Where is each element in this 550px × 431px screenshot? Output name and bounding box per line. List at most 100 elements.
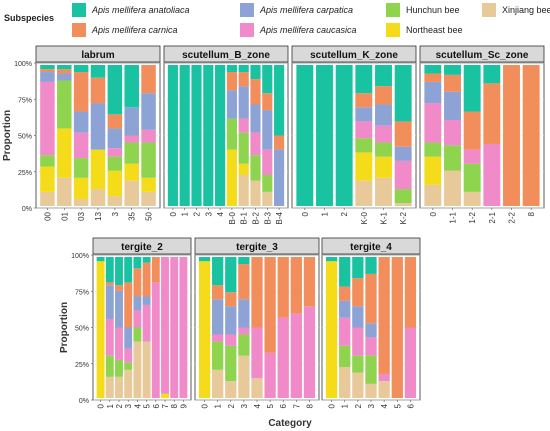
bar-segment (142, 304, 151, 342)
legend: Apis mellifera anatoliaca Apis mellifera … (72, 3, 550, 43)
bar-segment (105, 285, 114, 320)
bar-segment (463, 111, 481, 150)
bar-segment (394, 121, 412, 147)
y-tick-label: 100% (14, 61, 32, 68)
bar-segment (142, 341, 151, 398)
x-tick-label: 4 (380, 403, 389, 408)
bar-segment (170, 257, 179, 398)
x-tick-label: 50 (145, 211, 154, 220)
bar-segment (141, 129, 156, 143)
y-tick-label: 25% (18, 170, 32, 177)
x-tick-label: 5 (143, 403, 152, 408)
bar-segment (133, 257, 142, 269)
bar-segment (226, 118, 237, 150)
bar-segment (262, 93, 273, 111)
bar-segment (124, 65, 139, 108)
panel-title: tergite_2 (121, 242, 163, 253)
bar-segment (483, 65, 501, 84)
bar-segment (391, 257, 403, 398)
bar-segment (212, 299, 224, 335)
bar-segment (325, 257, 338, 262)
x-tick-label: K-1 (380, 211, 389, 224)
bar-segment (352, 327, 364, 356)
panel-title: tergite_3 (236, 242, 278, 253)
x-tick-label: 2 (354, 403, 363, 408)
x-tick-label: 01 (60, 211, 69, 220)
x-tick-label: 1 (321, 211, 330, 216)
bar-segment (124, 282, 133, 328)
x-tick-label: 1 (106, 403, 115, 408)
bar-segment (225, 306, 237, 335)
bar-segment (225, 292, 237, 307)
bar-segment (57, 128, 72, 178)
bar-segment (352, 278, 364, 307)
bar-segment (444, 74, 461, 92)
bar-segment (355, 152, 373, 181)
bar-segment (339, 286, 351, 301)
legend-swatch (72, 3, 86, 17)
bar-segment (375, 86, 392, 105)
bar-segment (73, 65, 89, 73)
bar-segment (277, 257, 289, 318)
x-tick-label: 2 (340, 211, 349, 216)
bar-segment (316, 65, 333, 206)
bar-segment (251, 257, 263, 328)
bar-segment (424, 142, 442, 157)
bar-segment (339, 257, 351, 287)
bar-segment (133, 296, 142, 311)
bar-segment (142, 296, 151, 305)
x-tick-label: 0 (97, 403, 106, 408)
bar-segment (212, 341, 224, 370)
bar-segment (251, 327, 263, 379)
x-tick-label: 6 (152, 403, 161, 408)
bar-segment (355, 107, 373, 122)
bar-segment (57, 80, 72, 129)
x-tick-label: 4 (133, 403, 142, 408)
x-tick-label: 2-1 (488, 211, 497, 223)
bar-segment (296, 65, 314, 206)
bar-segment (339, 345, 351, 367)
bar-segment (179, 257, 188, 398)
bar-segment (274, 149, 285, 206)
x-tick-label: 7 (161, 403, 170, 408)
bar-segment (250, 180, 261, 206)
bar-segment (394, 160, 412, 190)
bar-segment (212, 285, 224, 300)
y-axis-label: Proportion (2, 110, 13, 161)
bar-segment (212, 369, 224, 398)
bar-segment (378, 381, 390, 398)
bar-segment (107, 148, 123, 157)
x-axis-label: Category (268, 418, 312, 429)
bar-segment (365, 323, 377, 338)
x-tick-label: 3 (111, 211, 120, 216)
y-axis-label: Proportion (59, 302, 70, 353)
bar-segment (124, 348, 133, 363)
y-tick-label: 100% (71, 253, 89, 260)
bar-segment (352, 306, 364, 328)
bar-segment (115, 257, 123, 286)
bar-segment (203, 65, 214, 206)
bar-segment (378, 257, 390, 375)
bar-segment (355, 180, 373, 206)
legend-label: Hunchun bee (406, 5, 460, 15)
legend-item: Apis mellifera carpatica (240, 3, 353, 17)
legend-swatch (386, 23, 400, 37)
y-tick-label: 75% (18, 97, 32, 104)
bar-segment (375, 65, 392, 87)
bar-segment (250, 65, 261, 80)
panel-strip (92, 237, 192, 255)
bar-segment (40, 166, 55, 192)
bar-segment (274, 65, 285, 136)
bar-segment (238, 132, 249, 164)
bar-segment (105, 355, 114, 377)
bar-segment (262, 191, 273, 206)
bar-segment (365, 383, 377, 398)
bar-segment (57, 73, 72, 81)
bar-segment (73, 72, 89, 112)
bar-segment (191, 65, 202, 206)
bar-segment (424, 81, 442, 104)
legend-item: Hunchun bee (386, 3, 460, 17)
y-tick-label: 75% (75, 289, 89, 296)
bar-segment (303, 306, 316, 398)
legend-label: Apis mellifera carnica (92, 25, 178, 35)
